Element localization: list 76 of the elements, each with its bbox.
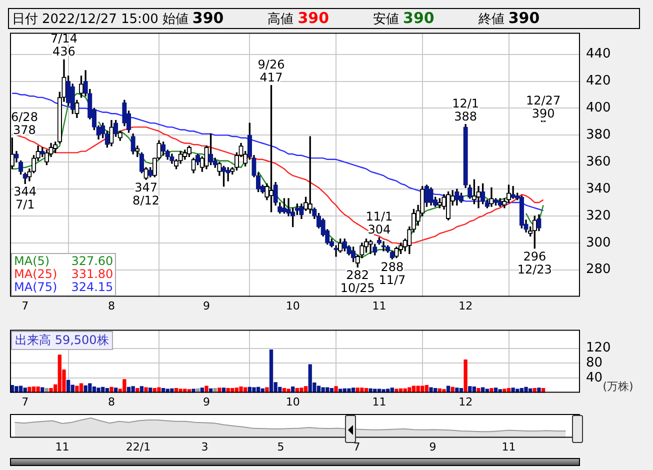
text: MA(75) 324.15 [14, 280, 114, 294]
bar [490, 388, 494, 393]
bar [96, 388, 100, 393]
chart-title: 日付 2022/12/27 15:00 始値 390 高値 390 安値 390 終値 390 [12, 9, 540, 27]
y-axis-title: (万株) [602, 380, 634, 393]
annotation: 12/27 390 [526, 94, 561, 121]
bar [464, 359, 468, 393]
bar [455, 388, 459, 393]
text: MA(5) 327.60 [14, 254, 114, 268]
x-tick-label: 11 [55, 440, 70, 454]
bar [79, 383, 84, 393]
bar [269, 349, 274, 393]
annotation: 296 12/23 [517, 249, 552, 276]
bar [14, 386, 18, 393]
x-tick-label: 7 [22, 395, 29, 408]
y-tick-label: 320 [586, 208, 611, 224]
bar [28, 386, 32, 393]
annotation: 347 8/12 [132, 180, 160, 208]
x-tick-label: 8 [108, 395, 115, 408]
annotation: 7/14 436 [50, 32, 78, 59]
chart-title: 出来高 59,500株 [11, 330, 113, 350]
y-tick-label: 300 [586, 235, 611, 250]
bar [524, 386, 528, 393]
bar [110, 386, 114, 393]
y-tick-label: 380 [586, 128, 611, 143]
annotation: 11/1 304 [366, 210, 393, 237]
x-tick-label: 9 [202, 299, 210, 312]
x-tick-label: 3 [201, 440, 208, 454]
x-tick-label: 9 [202, 395, 210, 408]
bar [49, 388, 53, 393]
bar [416, 386, 420, 393]
bar [226, 388, 230, 393]
x-tick-label: 5 [277, 440, 284, 454]
x-tick-label: 7 [22, 299, 29, 312]
annotation: 344 7/1 [14, 184, 37, 212]
bar [131, 386, 135, 393]
annotation: 6/28 378 [10, 110, 38, 137]
bar [36, 386, 40, 393]
x-tick-label: 10 [286, 395, 300, 408]
y-tick-label: 360 [586, 154, 611, 170]
y-tick-label: 40 [586, 370, 603, 386]
annotation: 12/1 388 [452, 96, 480, 124]
bar [300, 388, 304, 393]
candlestick [334, 245, 338, 257]
annotation: 282 10/25 [340, 268, 375, 296]
bar [239, 386, 243, 393]
x-tick-label: 11 [372, 299, 386, 312]
x-tick-label: 12 [458, 395, 473, 408]
bar [218, 388, 222, 393]
x-tick-label: 10 [286, 299, 300, 312]
x-tick-label: 12 [458, 299, 473, 312]
bar [476, 388, 480, 393]
y-tick-label: 120 [586, 340, 611, 356]
bar [334, 386, 338, 393]
x-tick-label: 7 [353, 440, 360, 454]
x-tick-label: 11 [372, 395, 386, 408]
y-tick-label: 340 [586, 181, 611, 196]
bar [360, 388, 364, 393]
y-tick-label: 280 [586, 262, 611, 278]
bar [122, 379, 126, 393]
bar [84, 385, 88, 393]
bar [537, 388, 541, 393]
x-tick-label: 8 [108, 299, 115, 312]
x-tick-label: 22/1 [126, 440, 151, 454]
y-tick-label: 420 [586, 74, 611, 89]
text: MA(25) 331.80 [14, 266, 114, 281]
y-tick-label: 440 [586, 46, 611, 62]
x-tick-label: 9 [429, 440, 436, 454]
bar [511, 388, 515, 393]
y-tick-label: 400 [586, 100, 611, 116]
x-tick-label: 11 [502, 440, 516, 454]
y-tick-label: 80 [586, 356, 603, 371]
bar [204, 386, 208, 393]
annotation: 288 11/7 [378, 260, 406, 288]
annotation: 9/26 417 [258, 57, 285, 84]
bar [75, 386, 79, 393]
